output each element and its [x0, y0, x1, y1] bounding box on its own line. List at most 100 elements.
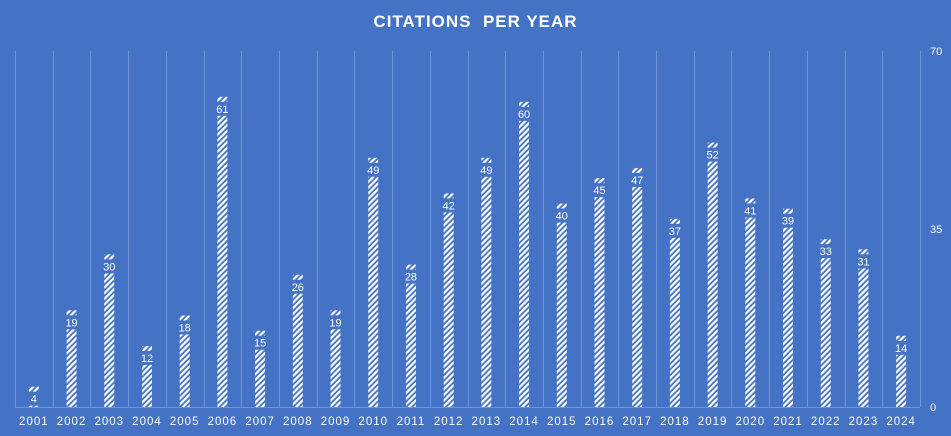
data-label: 41 [744, 205, 756, 217]
data-label-background [327, 315, 344, 330]
x-tick-label: 2022 [811, 416, 841, 428]
bar-group [179, 315, 190, 407]
data-label: 49 [367, 165, 379, 177]
x-tick-label: 2014 [509, 416, 539, 428]
data-label-background [252, 335, 269, 350]
bar-group [405, 264, 416, 407]
data-label: 47 [631, 175, 643, 187]
bar-group [141, 345, 152, 407]
bar-group [783, 208, 794, 407]
data-label-background [63, 315, 80, 330]
data-label-background [553, 208, 570, 223]
x-tick-label: 2004 [132, 416, 162, 428]
bar-group [707, 142, 718, 408]
data-label: 42 [443, 200, 455, 212]
bar-group [556, 203, 567, 407]
x-tick-label: 2013 [472, 416, 502, 428]
data-label-background [817, 244, 834, 259]
bar-group [330, 310, 341, 407]
data-label: 33 [820, 246, 832, 258]
bar [896, 335, 907, 407]
data-label: 19 [329, 317, 341, 329]
y-tick-label: 35 [930, 224, 942, 236]
bar-group [217, 96, 228, 408]
bar-group [745, 198, 756, 407]
bar-group [481, 157, 492, 407]
data-label-background [704, 147, 721, 162]
bar-group [820, 239, 831, 407]
x-tick-label: 2012 [434, 416, 464, 428]
bar-group [594, 178, 605, 407]
bar [669, 218, 680, 407]
data-label-background [440, 198, 457, 213]
data-label-background [893, 340, 910, 355]
data-label: 28 [405, 272, 417, 284]
data-label: 30 [103, 261, 115, 273]
data-label-background [176, 320, 193, 335]
data-label-background [25, 391, 42, 406]
x-tick-label: 2017 [622, 416, 652, 428]
data-label-background [214, 101, 231, 116]
data-label-background [591, 183, 608, 198]
chart-title: CITATIONS PER YEAR [373, 12, 578, 31]
bar [820, 239, 831, 407]
data-label-background [855, 254, 872, 269]
bar [556, 203, 567, 407]
bar-group [519, 101, 530, 407]
data-label: 14 [895, 343, 907, 355]
bar-group [443, 193, 454, 407]
data-label: 61 [216, 104, 228, 116]
bar [292, 274, 303, 407]
bar [368, 157, 379, 407]
x-tick-label: 2023 [849, 416, 879, 428]
x-tick-label: 2011 [397, 416, 426, 428]
x-tick-label: 2002 [57, 416, 87, 428]
bar [217, 96, 228, 408]
data-label: 26 [292, 282, 304, 294]
bar-group [669, 218, 680, 407]
data-label-background [666, 223, 683, 238]
bar [255, 330, 266, 407]
data-label-background [478, 162, 495, 177]
data-label: 4 [31, 394, 37, 406]
x-tick-label: 2007 [245, 416, 275, 428]
data-label-background [138, 350, 155, 365]
bar [141, 345, 152, 407]
y-tick-label: 0 [930, 402, 936, 414]
bar-group [632, 167, 643, 407]
bar [519, 101, 530, 407]
bar-group [896, 335, 907, 407]
data-label-background [629, 172, 646, 187]
data-label: 19 [65, 317, 77, 329]
x-tick-label: 2005 [170, 416, 200, 428]
bar [632, 167, 643, 407]
x-tick-label: 2021 [773, 416, 803, 428]
data-label-background [101, 259, 118, 274]
bar [858, 249, 869, 407]
x-tick-label: 2003 [94, 416, 124, 428]
bar [745, 198, 756, 407]
data-label: 31 [857, 256, 869, 268]
bar-group [255, 330, 266, 407]
x-tick-label: 2024 [886, 416, 916, 428]
bar [330, 310, 341, 407]
x-tick-label: 2001 [19, 416, 49, 428]
data-label-background [289, 279, 306, 294]
data-label: 60 [518, 109, 530, 121]
bar [443, 193, 454, 407]
x-tick-label: 2009 [321, 416, 351, 428]
data-label: 40 [556, 211, 568, 223]
data-label: 18 [179, 322, 191, 334]
bar [481, 157, 492, 407]
y-tick-label: 70 [930, 46, 942, 58]
x-tick-label: 2020 [736, 416, 766, 428]
data-label: 52 [706, 150, 718, 162]
bar [405, 264, 416, 407]
bar [594, 178, 605, 407]
x-tick-label: 2016 [585, 416, 615, 428]
data-label: 49 [480, 165, 492, 177]
bar [707, 142, 718, 408]
data-label: 15 [254, 338, 266, 350]
